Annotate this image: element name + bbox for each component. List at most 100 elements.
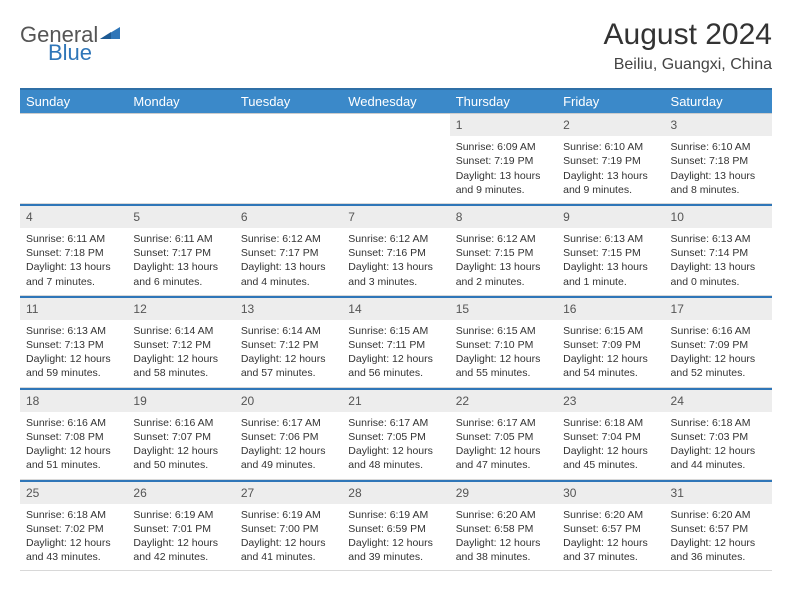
day-number-cell: 27 (235, 481, 342, 504)
day-info-cell: Sunrise: 6:16 AMSunset: 7:09 PMDaylight:… (665, 320, 772, 387)
weekday-header: Saturday (665, 89, 772, 114)
weekday-header-row: Sunday Monday Tuesday Wednesday Thursday… (20, 89, 772, 114)
weekday-header: Thursday (450, 89, 557, 114)
day-number-row: 25262728293031 (20, 481, 772, 504)
sunrise-text: Sunrise: 6:18 AM (563, 416, 658, 430)
sunrise-text: Sunrise: 6:10 AM (671, 140, 766, 154)
sunset-text: Sunset: 7:15 PM (563, 246, 658, 260)
daylight-text-2: and 49 minutes. (241, 458, 336, 472)
weekday-header: Tuesday (235, 89, 342, 114)
day-info-row: Sunrise: 6:11 AMSunset: 7:18 PMDaylight:… (20, 228, 772, 295)
sunrise-text: Sunrise: 6:17 AM (456, 416, 551, 430)
day-number-cell: 28 (342, 481, 449, 504)
day-number-cell: 30 (557, 481, 664, 504)
sunset-text: Sunset: 6:58 PM (456, 522, 551, 536)
daylight-text-2: and 8 minutes. (671, 183, 766, 197)
sunrise-text: Sunrise: 6:13 AM (563, 232, 658, 246)
sunrise-text: Sunrise: 6:18 AM (671, 416, 766, 430)
daylight-text-2: and 9 minutes. (456, 183, 551, 197)
sunset-text: Sunset: 7:03 PM (671, 430, 766, 444)
daylight-text-2: and 2 minutes. (456, 275, 551, 289)
daylight-text-1: Daylight: 12 hours (348, 536, 443, 550)
sunrise-text: Sunrise: 6:16 AM (133, 416, 228, 430)
daylight-text-1: Daylight: 13 hours (671, 260, 766, 274)
sunrise-text: Sunrise: 6:19 AM (133, 508, 228, 522)
daylight-text-1: Daylight: 13 hours (563, 169, 658, 183)
daylight-text-1: Daylight: 13 hours (671, 169, 766, 183)
day-info-cell: Sunrise: 6:15 AMSunset: 7:09 PMDaylight:… (557, 320, 664, 387)
sunset-text: Sunset: 7:13 PM (26, 338, 121, 352)
sunrise-text: Sunrise: 6:10 AM (563, 140, 658, 154)
sunset-text: Sunset: 7:19 PM (563, 154, 658, 168)
day-info-cell: Sunrise: 6:15 AMSunset: 7:10 PMDaylight:… (450, 320, 557, 387)
logo: GeneralBlue (20, 18, 120, 64)
header: GeneralBlue August 2024 Beiliu, Guangxi,… (20, 18, 772, 74)
day-info-cell: Sunrise: 6:10 AMSunset: 7:19 PMDaylight:… (557, 136, 664, 203)
day-info-cell: Sunrise: 6:13 AMSunset: 7:14 PMDaylight:… (665, 228, 772, 295)
daylight-text-2: and 9 minutes. (563, 183, 658, 197)
day-info-cell: Sunrise: 6:11 AMSunset: 7:17 PMDaylight:… (127, 228, 234, 295)
day-number-cell: 16 (557, 297, 664, 320)
daylight-text-1: Daylight: 12 hours (241, 536, 336, 550)
sunset-text: Sunset: 7:06 PM (241, 430, 336, 444)
day-number-cell (20, 114, 127, 137)
day-info-cell (127, 136, 234, 203)
day-number-cell: 13 (235, 297, 342, 320)
daylight-text-2: and 52 minutes. (671, 366, 766, 380)
sunset-text: Sunset: 7:17 PM (241, 246, 336, 260)
sunset-text: Sunset: 7:08 PM (26, 430, 121, 444)
daylight-text-2: and 6 minutes. (133, 275, 228, 289)
sunrise-text: Sunrise: 6:14 AM (133, 324, 228, 338)
daylight-text-1: Daylight: 12 hours (671, 352, 766, 366)
day-number-cell: 18 (20, 389, 127, 412)
day-info-cell: Sunrise: 6:12 AMSunset: 7:15 PMDaylight:… (450, 228, 557, 295)
day-info-cell: Sunrise: 6:19 AMSunset: 6:59 PMDaylight:… (342, 504, 449, 571)
sunrise-text: Sunrise: 6:14 AM (241, 324, 336, 338)
day-info-cell (235, 136, 342, 203)
sunrise-text: Sunrise: 6:13 AM (671, 232, 766, 246)
sunset-text: Sunset: 7:05 PM (348, 430, 443, 444)
sunset-text: Sunset: 6:59 PM (348, 522, 443, 536)
day-number-cell: 2 (557, 114, 664, 137)
month-title: August 2024 (604, 18, 772, 52)
daylight-text-2: and 48 minutes. (348, 458, 443, 472)
sunrise-text: Sunrise: 6:11 AM (133, 232, 228, 246)
daylight-text-1: Daylight: 12 hours (456, 352, 551, 366)
day-number-cell: 21 (342, 389, 449, 412)
sunrise-text: Sunrise: 6:16 AM (26, 416, 121, 430)
day-number-cell: 15 (450, 297, 557, 320)
sunrise-text: Sunrise: 6:20 AM (671, 508, 766, 522)
daylight-text-1: Daylight: 12 hours (133, 444, 228, 458)
day-number-row: 18192021222324 (20, 389, 772, 412)
sunset-text: Sunset: 7:10 PM (456, 338, 551, 352)
day-info-cell: Sunrise: 6:10 AMSunset: 7:18 PMDaylight:… (665, 136, 772, 203)
day-info-cell: Sunrise: 6:20 AMSunset: 6:57 PMDaylight:… (557, 504, 664, 571)
day-number-cell: 1 (450, 114, 557, 137)
daylight-text-1: Daylight: 12 hours (563, 444, 658, 458)
title-block: August 2024 Beiliu, Guangxi, China (604, 18, 772, 74)
daylight-text-1: Daylight: 12 hours (348, 444, 443, 458)
daylight-text-2: and 41 minutes. (241, 550, 336, 564)
day-number-cell: 6 (235, 205, 342, 228)
day-info-cell: Sunrise: 6:11 AMSunset: 7:18 PMDaylight:… (20, 228, 127, 295)
calendar-table: Sunday Monday Tuesday Wednesday Thursday… (20, 88, 772, 571)
daylight-text-2: and 50 minutes. (133, 458, 228, 472)
day-info-cell: Sunrise: 6:18 AMSunset: 7:03 PMDaylight:… (665, 412, 772, 479)
day-info-cell: Sunrise: 6:15 AMSunset: 7:11 PMDaylight:… (342, 320, 449, 387)
daylight-text-1: Daylight: 12 hours (671, 536, 766, 550)
daylight-text-2: and 38 minutes. (456, 550, 551, 564)
daylight-text-2: and 4 minutes. (241, 275, 336, 289)
day-number-cell: 17 (665, 297, 772, 320)
sunrise-text: Sunrise: 6:11 AM (26, 232, 121, 246)
day-info-cell: Sunrise: 6:13 AMSunset: 7:13 PMDaylight:… (20, 320, 127, 387)
day-number-cell: 8 (450, 205, 557, 228)
sunset-text: Sunset: 7:05 PM (456, 430, 551, 444)
weekday-header: Friday (557, 89, 664, 114)
daylight-text-1: Daylight: 13 hours (26, 260, 121, 274)
sunrise-text: Sunrise: 6:12 AM (241, 232, 336, 246)
day-info-cell: Sunrise: 6:19 AMSunset: 7:00 PMDaylight:… (235, 504, 342, 571)
sunrise-text: Sunrise: 6:15 AM (563, 324, 658, 338)
day-info-row: Sunrise: 6:09 AMSunset: 7:19 PMDaylight:… (20, 136, 772, 203)
day-info-cell: Sunrise: 6:17 AMSunset: 7:05 PMDaylight:… (450, 412, 557, 479)
day-info-cell: Sunrise: 6:19 AMSunset: 7:01 PMDaylight:… (127, 504, 234, 571)
